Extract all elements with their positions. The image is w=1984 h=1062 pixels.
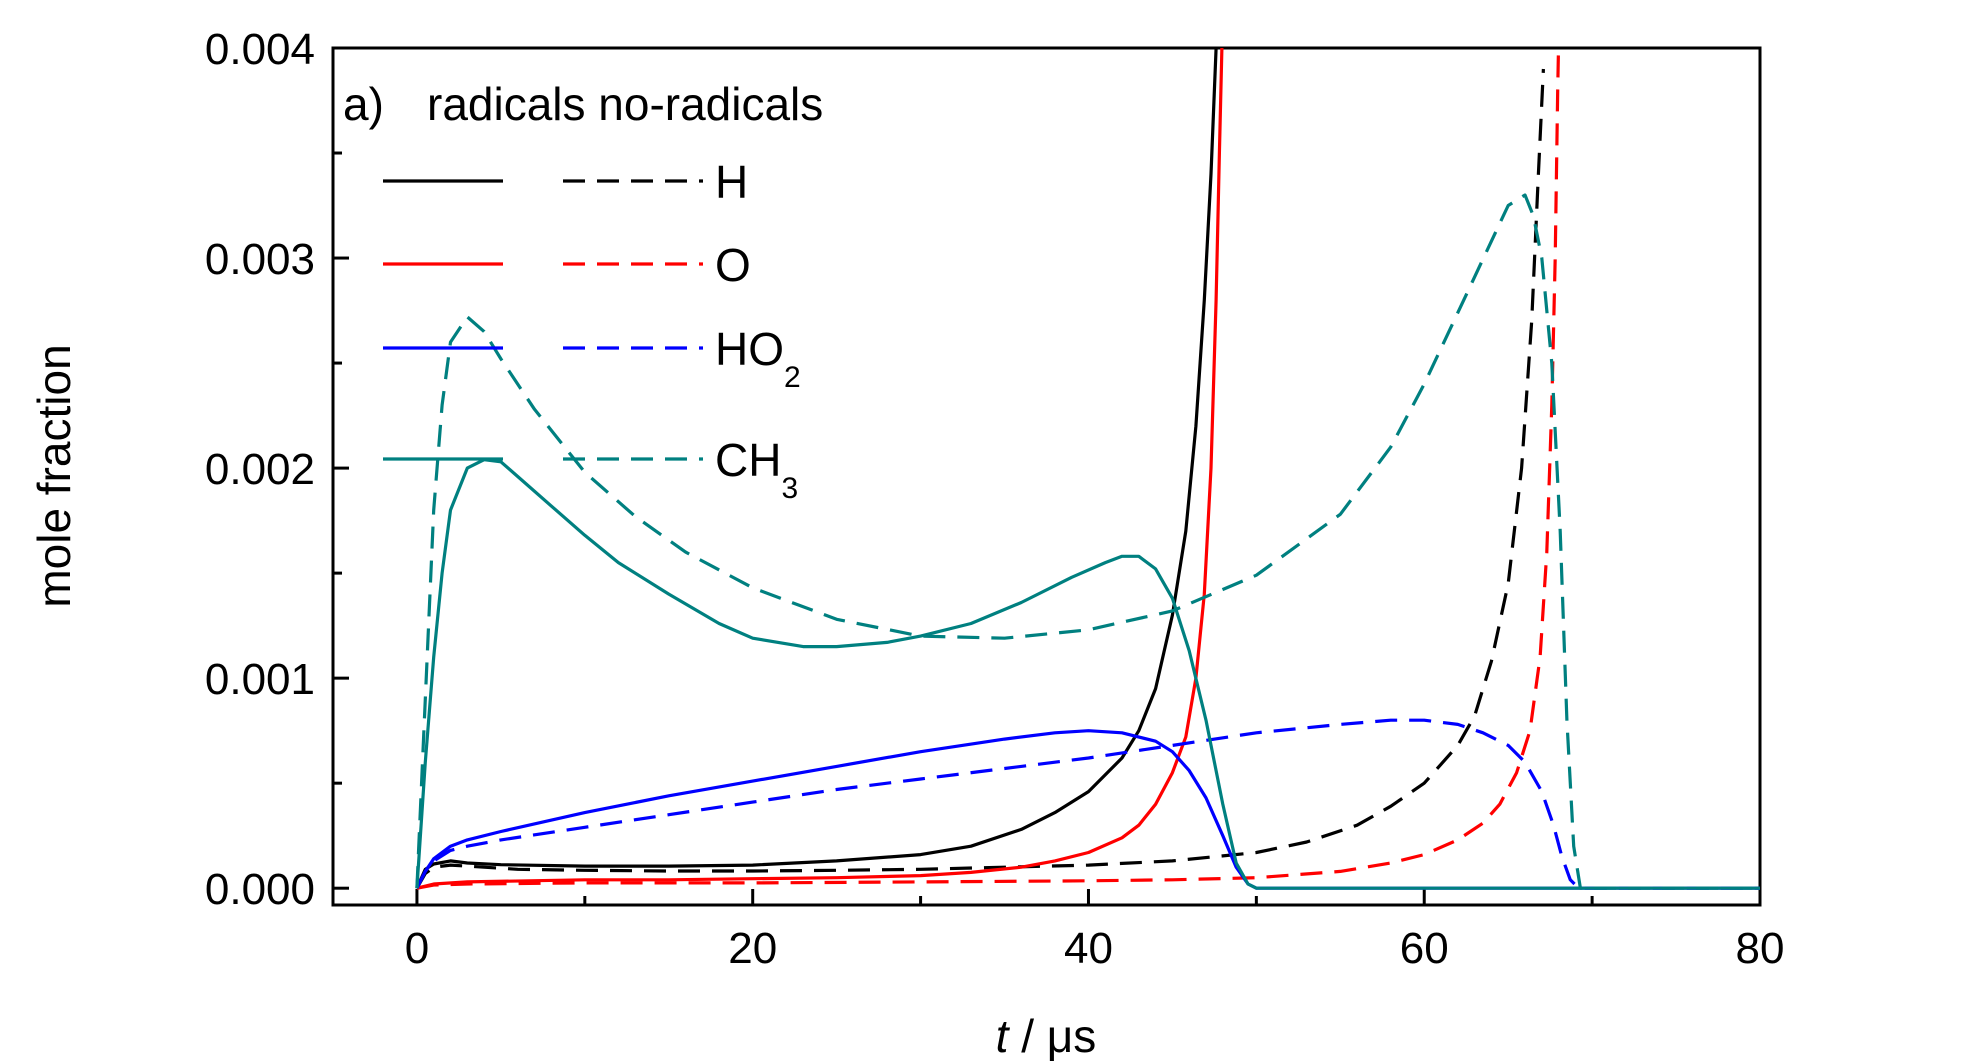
x-tick-label: 60 [1400,924,1449,973]
series-line-ch3-solid [415,458,1760,890]
x-tick-label: 40 [1064,924,1113,973]
x-axis-label-unit: / μs [1008,1010,1096,1062]
legend-label: CH3 [715,434,798,505]
legend-label: HO2 [715,323,801,394]
y-tick-label: 0.001 [205,655,315,704]
series-line-ho2-solid [415,729,1760,890]
series-layer [415,48,1760,890]
series-line-ch3-dashed [415,193,1760,890]
legend-label: H [715,156,748,208]
y-tick-label: 0.002 [205,445,315,494]
legend-header: a) radicals no-radicals [343,78,823,130]
y-tick-label: 0.003 [205,235,315,284]
x-axis-label: t / μs [996,1010,1097,1062]
y-tick-label: 0.004 [205,25,315,74]
legend: a) radicals no-radicals HO HO2 CH3 [343,78,823,505]
legend-label: O [715,239,751,291]
axis-ticks: 0 20 40 60 80 0.000 0.001 0.002 0.003 0.004 [205,25,1785,973]
series-line-o-solid [416,48,1224,890]
x-tick-label: 80 [1736,924,1785,973]
x-tick-label: 20 [728,924,777,973]
plot-frame [331,46,1762,907]
series-line-h-dashed [415,68,1545,889]
series-line-o-dashed [416,48,1561,890]
x-axis-label-variable: t [996,1010,1011,1062]
series-line-h-solid [415,48,1218,889]
y-tick-label: 0.000 [205,865,315,914]
series-line-ho2-dashed [415,718,1760,890]
x-tick-label: 0 [405,924,429,973]
y-axis-label: mole fraction [28,344,80,607]
